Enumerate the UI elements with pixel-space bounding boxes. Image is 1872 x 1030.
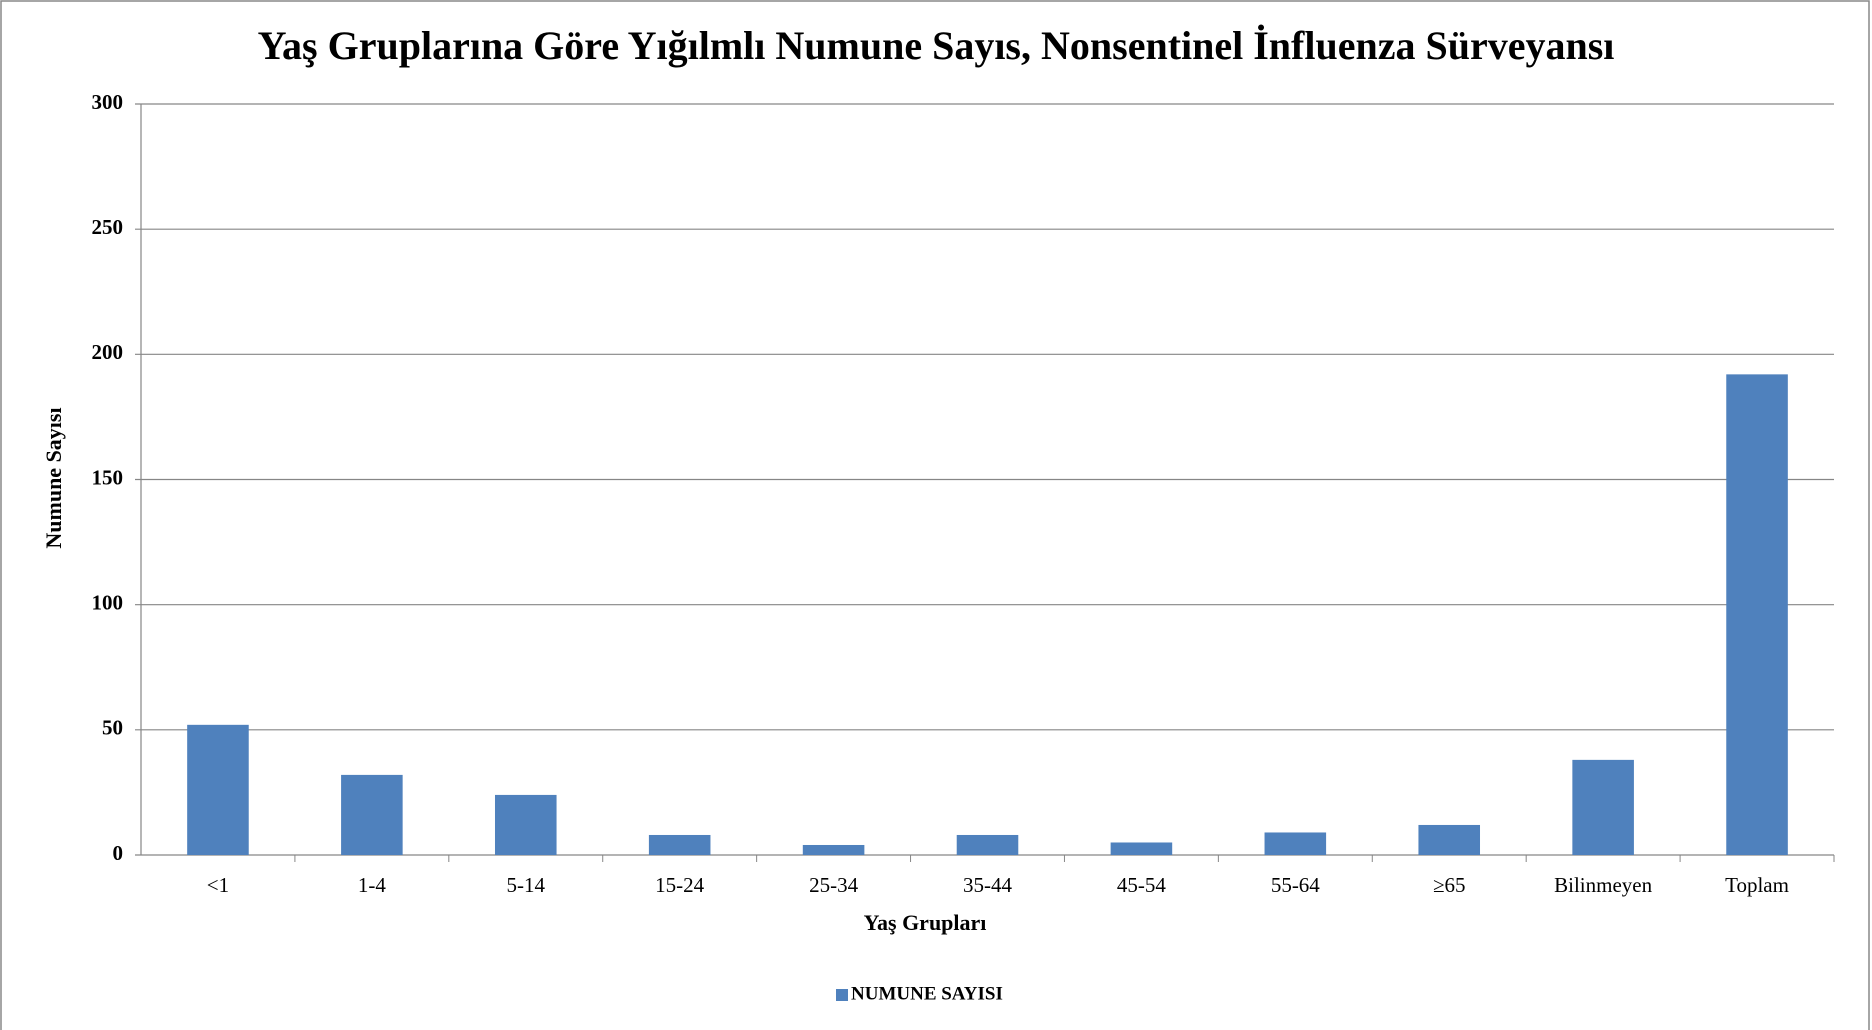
bar	[494, 794, 557, 855]
legend-swatch	[836, 989, 848, 1001]
bar	[1418, 824, 1481, 855]
y-tick-label: 150	[92, 465, 124, 489]
bar	[341, 774, 403, 855]
x-axis-title: Yaş Grupları	[864, 910, 987, 935]
chart-title: Yaş Gruplarına Göre Yığılmlı Numune Sayı…	[258, 23, 1615, 68]
y-tick-label: 0	[113, 841, 124, 865]
legend-label: NUMUNE SAYISI	[851, 983, 1003, 1004]
bar	[1110, 842, 1173, 855]
bar	[1572, 759, 1634, 855]
x-tick-label: ≥65	[1433, 873, 1466, 897]
bar	[187, 724, 249, 855]
y-tick-label: 250	[92, 215, 124, 239]
bar	[956, 834, 1019, 855]
x-tick-label: 15-24	[655, 873, 704, 897]
x-tick-label: 25-34	[809, 873, 858, 897]
y-axis-title: Numune Sayısı	[41, 407, 66, 548]
x-tick-label: 45-54	[1117, 873, 1166, 897]
x-tick-label: 55-64	[1271, 873, 1320, 897]
bar	[1726, 374, 1788, 855]
y-tick-label: 300	[92, 90, 124, 114]
x-tick-label: Bilinmeyen	[1554, 873, 1652, 897]
x-tick-label: 35-44	[963, 873, 1012, 897]
bar	[802, 844, 865, 855]
x-tick-label: 5-14	[507, 873, 546, 897]
x-tick-label: <1	[207, 873, 229, 897]
y-tick-label: 200	[92, 340, 124, 364]
y-tick-label: 50	[102, 716, 123, 740]
y-tick-label: 100	[92, 590, 124, 614]
x-tick-label: 1-4	[358, 873, 386, 897]
bar	[1264, 832, 1327, 855]
x-tick-label: Toplam	[1725, 873, 1789, 897]
bar	[648, 834, 711, 855]
